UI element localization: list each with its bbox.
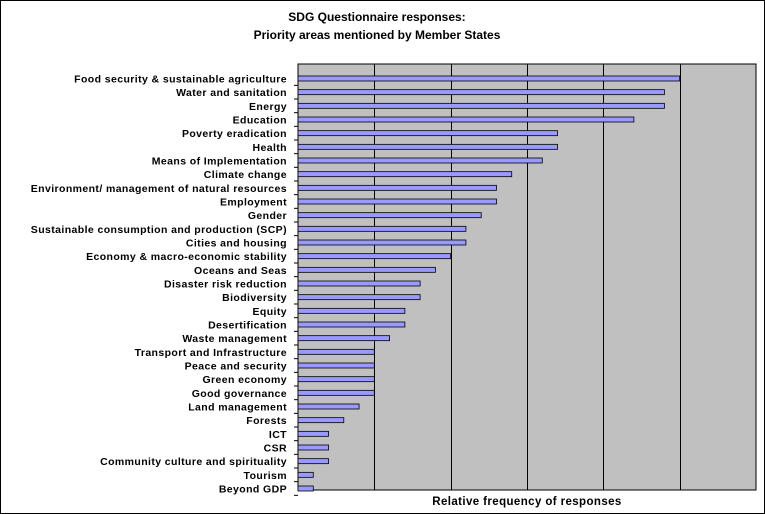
bar — [297, 102, 665, 109]
bar — [297, 266, 436, 273]
bar — [297, 157, 543, 164]
bar — [297, 89, 665, 96]
bar — [297, 430, 329, 437]
category-label: Employment — [220, 197, 287, 209]
bar — [297, 471, 314, 478]
bars — [294, 75, 681, 496]
category-label: Food security & sustainable agriculture — [74, 74, 287, 86]
bar — [297, 376, 375, 383]
bar — [297, 198, 497, 205]
category-label: Oceans and Seas — [194, 265, 287, 277]
category-label: Peace and security — [185, 361, 287, 373]
bar — [297, 294, 421, 301]
bar — [297, 485, 314, 492]
bar — [297, 75, 681, 82]
category-label: Gender — [248, 210, 287, 222]
category-label: Sustainable consumption and production (… — [31, 224, 287, 236]
category-labels: Food security & sustainable agricultureW… — [31, 74, 287, 496]
category-label: Tourism — [244, 470, 287, 482]
category-label: Community culture and spirituality — [100, 456, 287, 468]
category-label: Climate change — [204, 169, 287, 181]
bar — [297, 321, 406, 328]
chart-title-line-1: SDG Questionnaire responses: — [288, 10, 465, 24]
category-label: Education — [233, 115, 287, 127]
bar — [297, 389, 375, 396]
bar — [297, 130, 558, 137]
category-label: Means of Implementation — [152, 156, 287, 168]
bar — [297, 184, 497, 191]
category-label: Land management — [188, 402, 287, 414]
bar — [297, 348, 375, 355]
bar — [297, 116, 635, 123]
bar — [297, 362, 375, 369]
bar — [297, 417, 345, 424]
category-label: Poverty eradication — [182, 128, 287, 140]
bar — [297, 403, 360, 410]
bar — [297, 212, 482, 219]
category-label: Energy — [249, 101, 287, 113]
category-label: Cities and housing — [186, 238, 287, 250]
bar — [297, 171, 513, 178]
category-label: Forests — [246, 415, 287, 427]
bar — [297, 280, 421, 287]
bar — [297, 307, 406, 314]
bar — [297, 335, 390, 342]
category-label: ICT — [269, 429, 287, 441]
bar — [297, 253, 452, 260]
category-label: Health — [253, 142, 288, 154]
category-label: Disaster risk reduction — [164, 279, 287, 291]
category-label: Environment/ management of natural resou… — [31, 183, 287, 195]
bar — [297, 225, 467, 232]
category-label: Water and sanitation — [176, 87, 287, 99]
category-label: Waste management — [182, 333, 287, 345]
chart-title-line-2: Priority areas mentioned by Member State… — [254, 28, 501, 42]
category-label: Economy & macro-economic stability — [86, 251, 287, 263]
category-label: Green economy — [202, 374, 287, 386]
category-label: Desertification — [208, 320, 287, 332]
bar — [297, 444, 329, 451]
bar — [297, 143, 558, 150]
category-label: Beyond GDP — [219, 484, 287, 496]
category-label: Good governance — [192, 388, 287, 400]
category-label: Biodiversity — [222, 292, 287, 304]
bar — [297, 239, 467, 246]
category-label: Transport and Infrastructure — [135, 347, 287, 359]
x-axis-label: Relative frequency of responses — [432, 496, 621, 508]
bar — [297, 458, 329, 465]
category-label: Equity — [253, 306, 288, 318]
category-label: CSR — [264, 443, 287, 455]
